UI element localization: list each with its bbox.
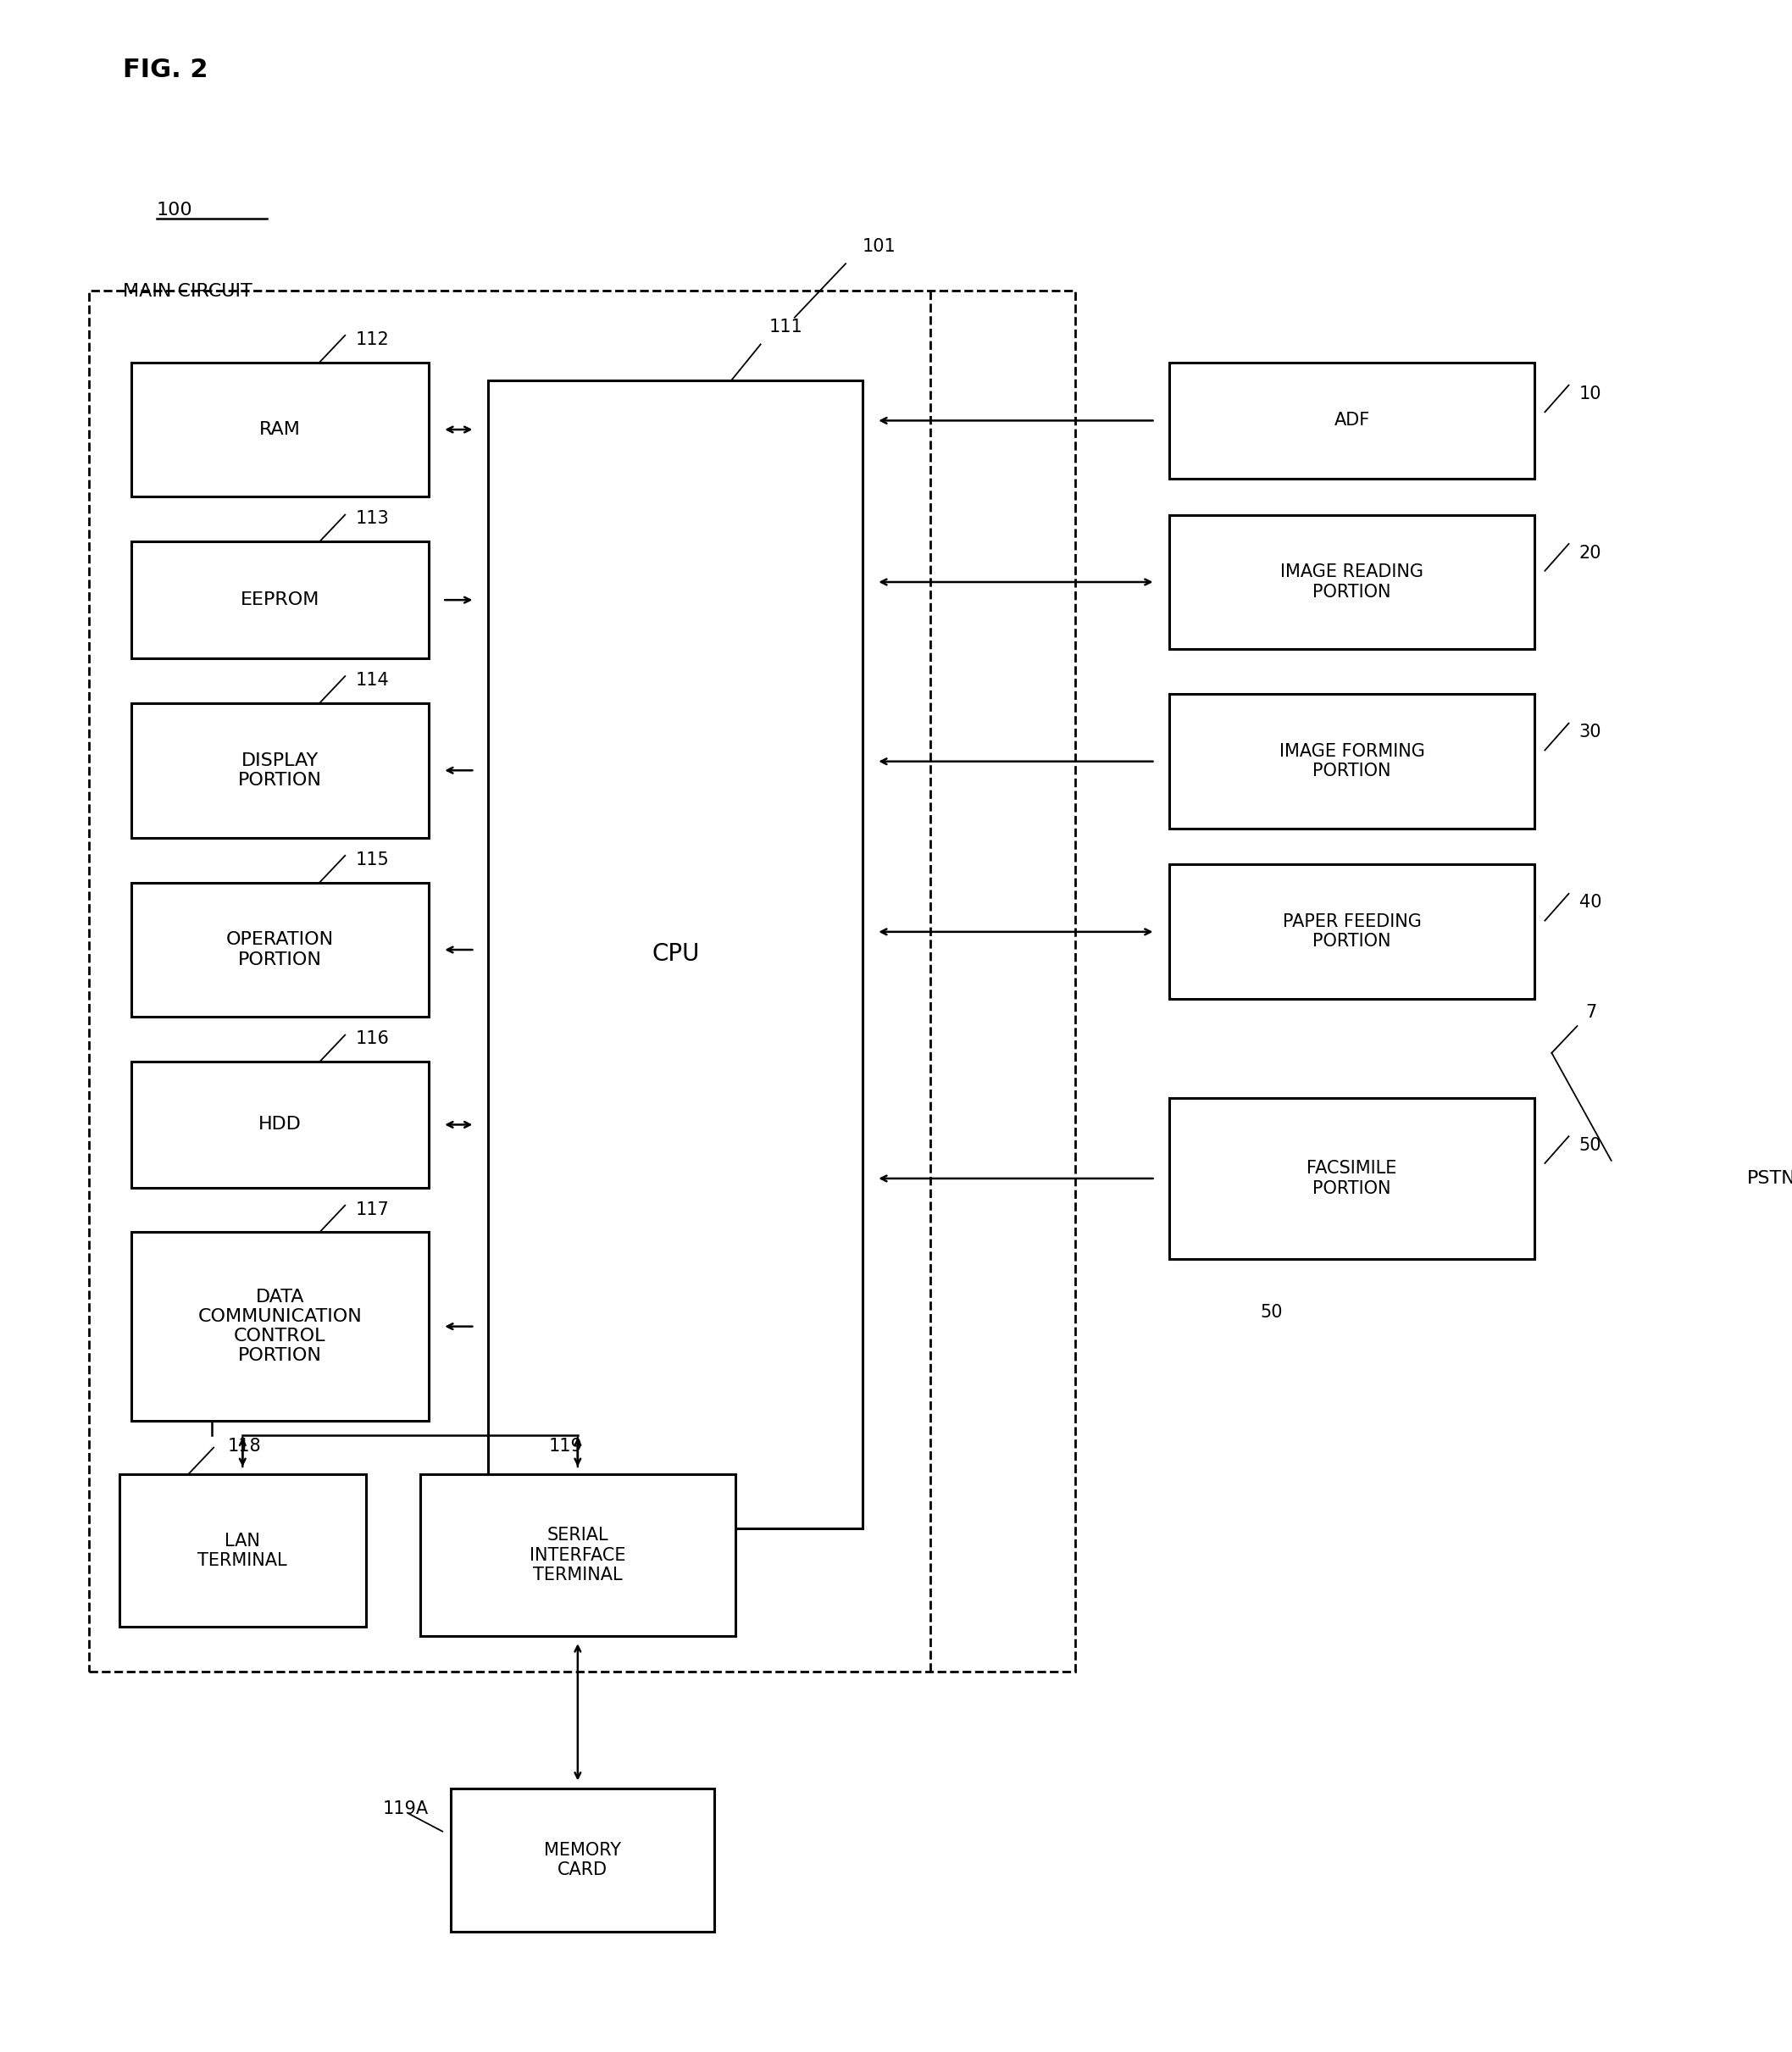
Text: 119: 119 [548,1438,582,1455]
Text: 119A: 119A [383,1800,428,1818]
Text: PAPER FEEDING
PORTION: PAPER FEEDING PORTION [1283,913,1421,950]
Text: 20: 20 [1579,544,1602,562]
Bar [421,1475,735,1635]
Bar [1168,363,1534,478]
Text: EEPROM: EEPROM [240,591,319,609]
Text: 111: 111 [769,318,803,334]
Text: 118: 118 [228,1438,262,1455]
Text: 112: 112 [355,330,389,349]
Text: IMAGE FORMING
PORTION: IMAGE FORMING PORTION [1279,743,1425,780]
Text: 115: 115 [355,852,389,868]
Text: FACSIMILE
PORTION: FACSIMILE PORTION [1306,1159,1398,1196]
Text: OPERATION
PORTION: OPERATION PORTION [226,932,333,969]
Bar [1168,515,1534,648]
Text: MAIN CIRCUIT: MAIN CIRCUIT [122,283,253,300]
Text: DISPLAY
PORTION: DISPLAY PORTION [238,753,323,788]
Text: 40: 40 [1579,895,1602,911]
Text: 100: 100 [156,201,194,220]
Text: DATA
COMMUNICATION
CONTROL
PORTION: DATA COMMUNICATION CONTROL PORTION [197,1289,362,1365]
Text: 30: 30 [1579,724,1602,741]
Text: SERIAL
INTERFACE
TERMINAL: SERIAL INTERFACE TERMINAL [530,1527,625,1584]
Text: 116: 116 [355,1030,389,1047]
Text: HDD: HDD [258,1116,301,1133]
Text: ADF: ADF [1333,412,1369,429]
Text: FIG. 2: FIG. 2 [122,57,208,82]
Bar [489,380,862,1529]
Bar [1168,694,1534,829]
Bar [88,291,1075,1672]
Text: 50: 50 [1579,1137,1602,1153]
Text: MEMORY
CARD: MEMORY CARD [545,1843,622,1878]
Bar [131,1233,428,1420]
Text: IMAGE READING
PORTION: IMAGE READING PORTION [1279,564,1423,601]
Bar [120,1475,366,1627]
Bar [131,704,428,837]
Text: 10: 10 [1579,386,1602,402]
Text: LAN
TERMINAL: LAN TERMINAL [197,1533,287,1570]
Text: 50: 50 [1260,1303,1283,1321]
Text: 117: 117 [355,1200,389,1219]
Bar [131,542,428,659]
Bar [131,882,428,1018]
Bar [452,1789,715,1931]
Text: RAM: RAM [260,421,301,437]
Text: 113: 113 [355,511,389,527]
Bar [131,1061,428,1188]
Text: 101: 101 [862,238,896,254]
Bar [131,363,428,497]
Text: PSTN: PSTN [1747,1170,1792,1186]
Bar [1168,1098,1534,1260]
Text: CPU: CPU [652,942,699,966]
Text: 114: 114 [355,671,389,689]
Bar [1168,864,1534,999]
Text: 7: 7 [1586,1003,1597,1020]
